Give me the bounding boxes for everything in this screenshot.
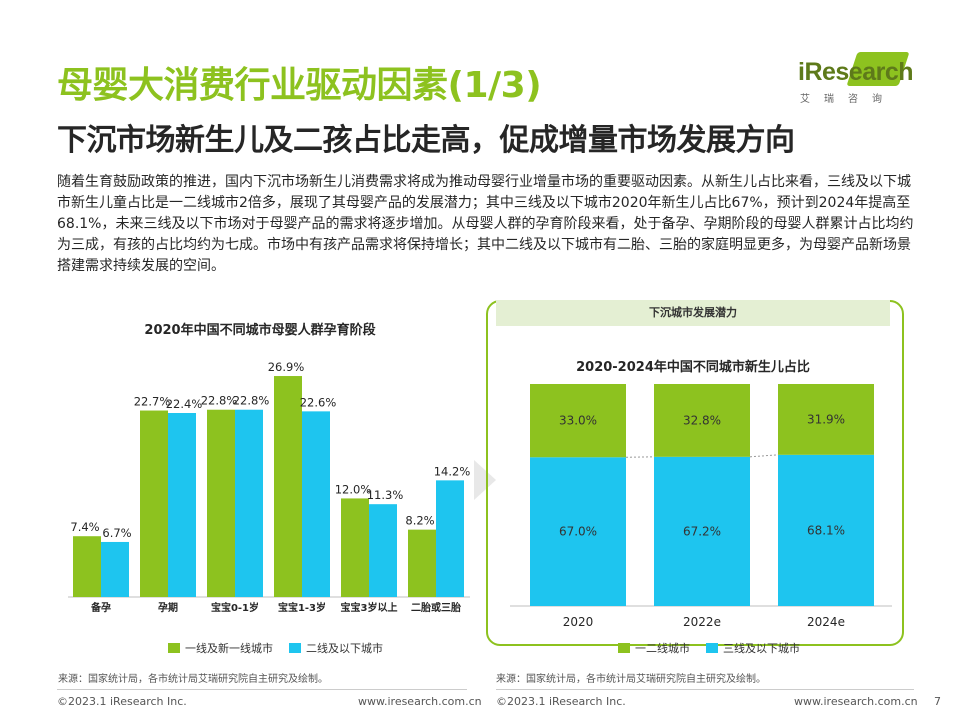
page-title: 母婴大消费行业驱动因素(1/3) [57,65,542,106]
left-bar-chart: 7.4% 6.7% 备孕 22.7%22.4% 孕期 22.8%22.8% 宝宝0-1岁 26… [68,360,470,614]
iresearch-logo: iResearch 艾瑞咨询 [790,50,920,112]
data-label: 14.2% [434,464,470,478]
data-label: 26.9% [268,360,305,374]
bar [654,384,750,457]
bar [530,384,626,458]
data-label: 12.0% [335,482,372,496]
footer-copyright: ©2023.1 iResearch Inc. [496,695,626,708]
data-label: 22.8% [233,394,270,408]
bar [778,454,874,606]
data-label: 8.2% [405,514,434,528]
logo-cn-text: 艾瑞咨询 [800,94,896,105]
footer-website-link[interactable]: www.iresearch.com.cn [794,695,918,708]
legend-swatch-blue [289,643,301,653]
data-label: 68.1% [807,523,845,537]
data-label: 22.7% [134,395,171,409]
bar [168,413,196,597]
connector-line [749,454,779,458]
bar [101,541,129,597]
legend-swatch-green [168,643,180,653]
footer-website-link[interactable]: www.iresearch.com.cn [358,695,482,708]
x-tick-label: 宝宝1-3岁 [278,601,326,614]
bar [274,376,302,597]
data-label: 11.3% [367,488,404,502]
legend-label: 一线及新一线城市 [185,642,273,655]
footer-divider [57,689,467,690]
x-tick-label: 2020 [563,615,594,628]
data-label: 31.9% [807,412,845,426]
x-tick-label: 二胎或三胎 [411,601,461,614]
data-label: 22.6% [300,395,337,409]
bar [778,384,874,455]
x-tick-label: 备孕 [90,601,111,614]
logo-text: iResearch [798,58,914,86]
data-label: 22.8% [201,394,238,408]
x-tick-label: 2024e [807,615,845,628]
right-chart-title: 2020-2024年中国不同城市新生儿占比 [576,360,810,375]
bar [341,498,369,597]
data-label: 33.0% [559,414,597,428]
legend-label: 二线及以下城市 [306,642,383,655]
legend-swatch-blue [706,643,718,653]
data-label: 67.2% [683,524,721,538]
bar [436,480,464,597]
right-chart-legend: 一二线城市 三线及以下城市 [618,640,816,656]
intro-paragraph: 随着生育鼓励政策的推进，国内下沉市场新生儿消费需求将成为推动母婴行业增量市场的重… [57,174,914,274]
right-source-note: 来源：国家统计局，各市统计局艾瑞研究院自主研究及绘制。 [496,674,766,685]
bar [530,457,626,606]
x-tick-label: 宝宝3岁以上 [341,601,398,614]
bar [369,504,397,597]
data-label: 7.4% [70,520,99,534]
data-label: 22.4% [166,397,203,411]
bar [207,409,235,597]
right-stacked-bar-chart: 67.0% 33.0% 2020 67.2% 32.8% 2022e 68.1% 31.9% 2… [510,384,892,628]
x-tick-label: 宝宝0-1岁 [211,601,259,614]
legend-label: 三线及以下城市 [723,642,800,655]
footer-copyright: ©2023.1 iResearch Inc. [57,695,187,708]
left-chart-legend: 一线及新一线城市 二线及以下城市 [168,640,399,656]
x-tick-label: 孕期 [158,601,178,614]
bar [654,456,750,606]
data-label: 67.0% [559,525,597,539]
data-label: 32.8% [683,413,721,427]
page-number: 7 [934,695,941,708]
left-chart-title: 2020年中国不同城市母婴人群孕育阶段 [144,323,376,338]
left-source-note: 来源：国家统计局，各市统计局艾瑞研究院自主研究及绘制。 [58,674,328,685]
bar [235,409,263,597]
right-panel-header: 下沉城市发展潜力 [496,300,890,326]
data-label: 6.7% [102,526,131,540]
bar [408,529,436,597]
legend-label: 一二线城市 [635,642,690,655]
chevron-right-icon [474,460,496,500]
legend-swatch-green [618,643,630,653]
page-subtitle: 下沉市场新生儿及二孩占比走高，促成增量市场发展方向 [57,123,795,158]
bar [73,536,101,597]
x-tick-label: 2022e [683,615,721,628]
bar [140,410,168,597]
footer-divider [496,689,914,690]
bar [302,411,330,597]
